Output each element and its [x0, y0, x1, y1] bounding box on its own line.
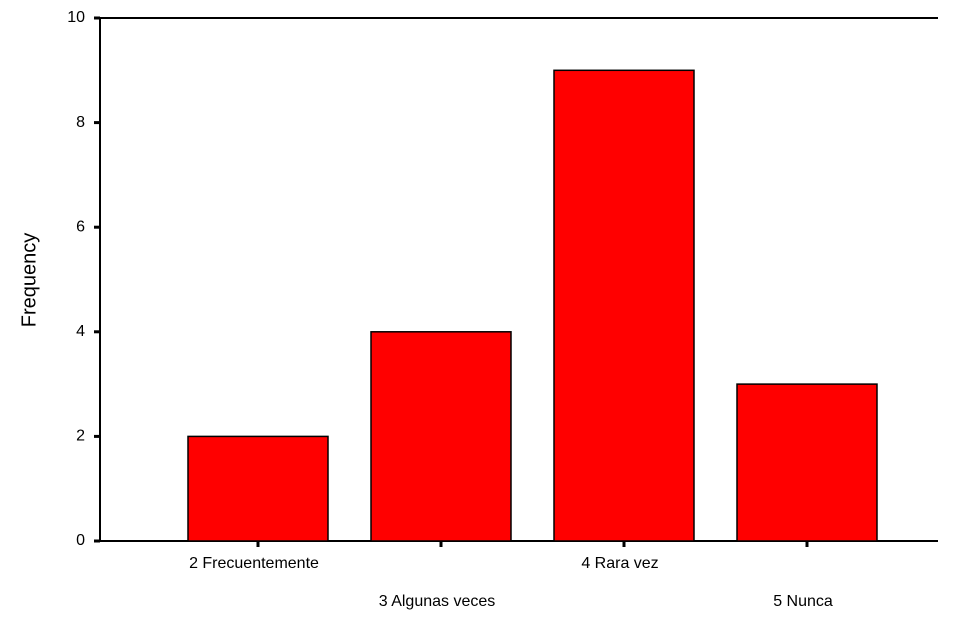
bar	[370, 331, 512, 542]
y-tick-label: 2	[76, 428, 85, 445]
bar	[187, 435, 329, 542]
x-tick-label: 2 Frecuentemente	[189, 555, 319, 572]
x-tick-label: 4 Rara vez	[581, 555, 658, 572]
y-tick-label: 8	[76, 114, 85, 131]
y-tick-label: 4	[76, 323, 85, 340]
y-tick-label: 0	[76, 532, 85, 549]
bar	[553, 69, 695, 542]
x-tick-label: 3 Algunas veces	[379, 593, 496, 610]
y-axis-label: Frequency	[18, 233, 40, 328]
y-tick-label: 10	[67, 9, 85, 26]
bar	[736, 383, 878, 542]
x-tick-label: 5 Nunca	[773, 593, 833, 610]
y-tick-label: 6	[76, 218, 85, 235]
